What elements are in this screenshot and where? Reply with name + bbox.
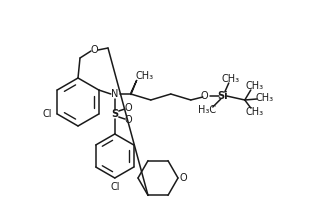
Text: CH₃: CH₃ [246,81,264,91]
Text: CH₃: CH₃ [256,93,274,103]
Text: CH₃: CH₃ [136,71,154,81]
Text: CH₃: CH₃ [246,107,264,117]
Text: N: N [111,89,119,99]
Text: Si: Si [217,91,228,101]
Text: O: O [179,173,187,183]
Text: O: O [125,103,133,113]
Text: CH₃: CH₃ [222,74,240,84]
Text: O: O [90,45,98,55]
Text: O: O [201,91,209,101]
Text: O: O [125,115,133,125]
Text: S: S [111,109,118,119]
Text: H₃C: H₃C [198,105,216,115]
Text: Cl: Cl [42,109,52,119]
Polygon shape [131,80,137,95]
Text: Cl: Cl [110,182,120,192]
